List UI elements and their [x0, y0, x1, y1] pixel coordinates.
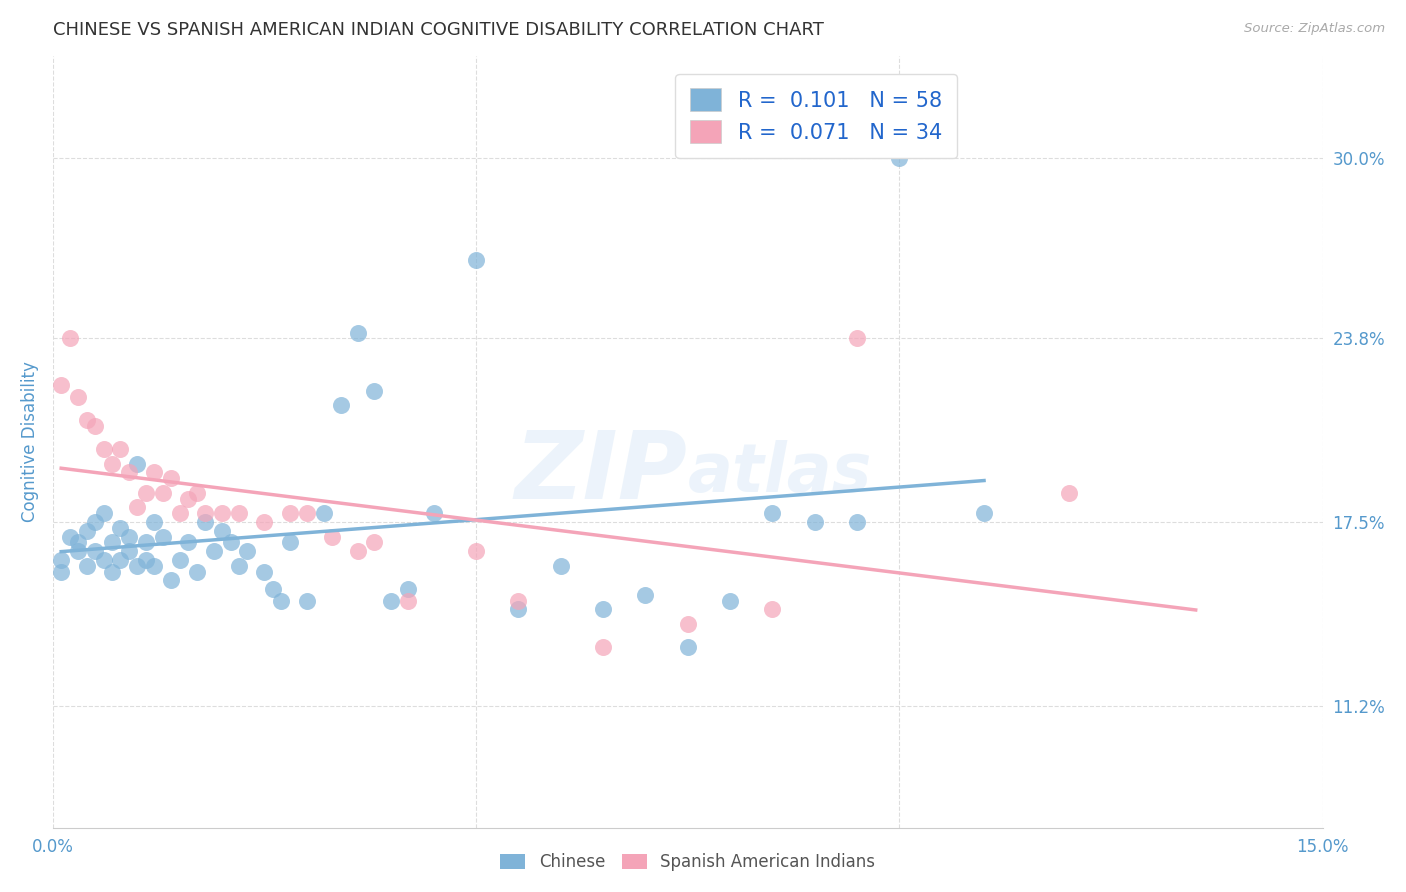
Point — [846, 515, 869, 529]
Point — [51, 378, 73, 392]
Point — [889, 151, 911, 165]
Point — [202, 544, 225, 558]
Point — [135, 535, 157, 549]
Point — [118, 544, 141, 558]
Point — [152, 530, 174, 544]
Point — [803, 515, 825, 529]
Point — [422, 506, 444, 520]
Text: Source: ZipAtlas.com: Source: ZipAtlas.com — [1244, 22, 1385, 36]
Point — [160, 471, 183, 485]
Point — [676, 640, 699, 655]
Point — [761, 506, 783, 520]
Point — [363, 535, 385, 549]
Point — [143, 558, 166, 573]
Point — [101, 457, 124, 471]
Legend: Chinese, Spanish American Indians: Chinese, Spanish American Indians — [494, 847, 882, 878]
Point — [321, 530, 343, 544]
Point — [465, 252, 488, 267]
Point — [84, 544, 107, 558]
Y-axis label: Cognitive Disability: Cognitive Disability — [21, 361, 39, 522]
Point — [59, 331, 82, 345]
Text: atlas: atlas — [688, 440, 872, 506]
Point — [93, 442, 115, 456]
Text: ZIP: ZIP — [515, 426, 688, 519]
Point — [1057, 485, 1080, 500]
Point — [634, 588, 657, 602]
Point — [59, 530, 82, 544]
Point — [278, 535, 301, 549]
Point — [363, 384, 385, 398]
Point — [396, 582, 419, 596]
Point — [135, 485, 157, 500]
Point — [270, 593, 292, 607]
Point — [101, 535, 124, 549]
Point — [110, 521, 132, 535]
Point — [84, 515, 107, 529]
Point — [676, 617, 699, 632]
Point — [67, 390, 90, 404]
Point — [253, 565, 276, 579]
Point — [110, 553, 132, 567]
Point — [101, 565, 124, 579]
Point — [177, 491, 200, 506]
Point — [118, 466, 141, 480]
Point — [51, 553, 73, 567]
Point — [169, 553, 191, 567]
Point — [761, 602, 783, 616]
Point — [169, 506, 191, 520]
Point — [143, 466, 166, 480]
Text: CHINESE VS SPANISH AMERICAN INDIAN COGNITIVE DISABILITY CORRELATION CHART: CHINESE VS SPANISH AMERICAN INDIAN COGNI… — [52, 21, 824, 39]
Point — [278, 506, 301, 520]
Point — [127, 558, 149, 573]
Point — [346, 544, 368, 558]
Point — [846, 331, 869, 345]
Point — [93, 553, 115, 567]
Point — [262, 582, 284, 596]
Point — [550, 558, 572, 573]
Point — [592, 640, 614, 655]
Point — [312, 506, 335, 520]
Point — [329, 398, 352, 412]
Point — [76, 558, 98, 573]
Point — [76, 524, 98, 538]
Point — [67, 544, 90, 558]
Point — [236, 544, 259, 558]
Point — [194, 506, 217, 520]
Point — [253, 515, 276, 529]
Point — [186, 565, 208, 579]
Point — [592, 602, 614, 616]
Point — [380, 593, 402, 607]
Point — [973, 506, 995, 520]
Point — [228, 506, 250, 520]
Point — [177, 535, 200, 549]
Point — [127, 457, 149, 471]
Point — [194, 515, 217, 529]
Point — [76, 413, 98, 427]
Point — [152, 485, 174, 500]
Point — [219, 535, 242, 549]
Point — [465, 544, 488, 558]
Point — [718, 593, 741, 607]
Point — [211, 506, 233, 520]
Point — [295, 593, 318, 607]
Point — [508, 602, 530, 616]
Point — [67, 535, 90, 549]
Point — [127, 500, 149, 515]
Point — [508, 593, 530, 607]
Point — [110, 442, 132, 456]
Point — [51, 565, 73, 579]
Point — [84, 418, 107, 433]
Point — [118, 530, 141, 544]
Point — [93, 506, 115, 520]
Point — [346, 326, 368, 340]
Point — [160, 574, 183, 588]
Point — [135, 553, 157, 567]
Point — [211, 524, 233, 538]
Point — [396, 593, 419, 607]
Point — [228, 558, 250, 573]
Point — [295, 506, 318, 520]
Point — [186, 485, 208, 500]
Point — [143, 515, 166, 529]
